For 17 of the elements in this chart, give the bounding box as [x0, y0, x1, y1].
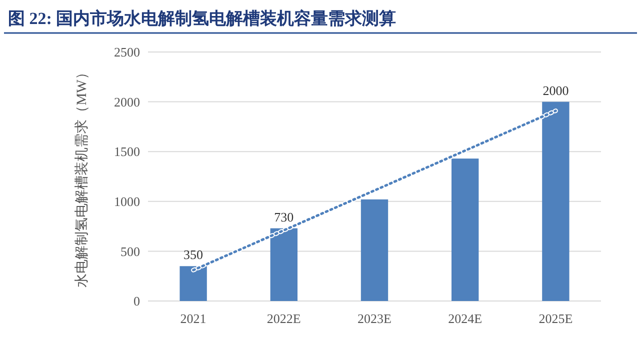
- x-tick-label: 2022E: [266, 311, 301, 326]
- x-tick-label: 2024E: [448, 311, 482, 326]
- y-axis-title: 水电解制氢电解槽装机需求（MW）: [74, 66, 90, 288]
- y-tick-label: 2500: [114, 44, 140, 60]
- x-tick-label: 2025E: [538, 311, 573, 326]
- x-tick-label: 2023E: [358, 311, 392, 326]
- data-label: 2000: [542, 82, 569, 98]
- data-label: 350: [184, 247, 204, 262]
- x-tick-label: 2021: [180, 311, 206, 326]
- y-tick-label: 1500: [114, 144, 140, 160]
- data-label: 730: [274, 209, 294, 224]
- y-tick-label: 0: [134, 294, 140, 309]
- y-tick-label: 1000: [114, 194, 140, 209]
- bar: [360, 199, 388, 301]
- y-tick-label: 2000: [114, 94, 140, 110]
- chart-title: 图 22: 国内市场水电解制氢电解槽装机容量需求测算: [8, 9, 396, 28]
- y-tick-label: 500: [120, 244, 140, 259]
